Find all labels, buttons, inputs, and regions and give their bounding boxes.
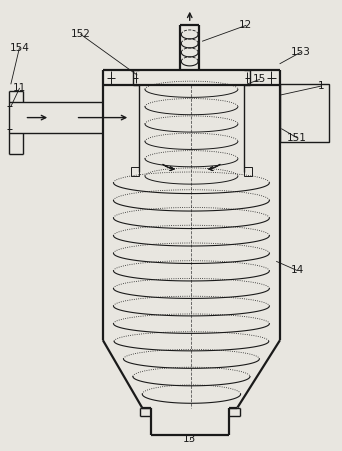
Bar	[244, 166, 252, 176]
Bar	[131, 166, 139, 176]
Text: 12: 12	[239, 20, 252, 30]
Text: 15: 15	[253, 74, 266, 84]
Text: 152: 152	[71, 29, 91, 39]
Text: 1: 1	[318, 81, 324, 91]
Text: 11: 11	[13, 83, 26, 93]
Text: 13: 13	[183, 434, 196, 444]
Bar	[280, 84, 329, 143]
Text: 14: 14	[290, 266, 304, 276]
Text: 151: 151	[287, 133, 307, 143]
Text: 153: 153	[290, 47, 311, 57]
Text: 154: 154	[10, 43, 29, 53]
